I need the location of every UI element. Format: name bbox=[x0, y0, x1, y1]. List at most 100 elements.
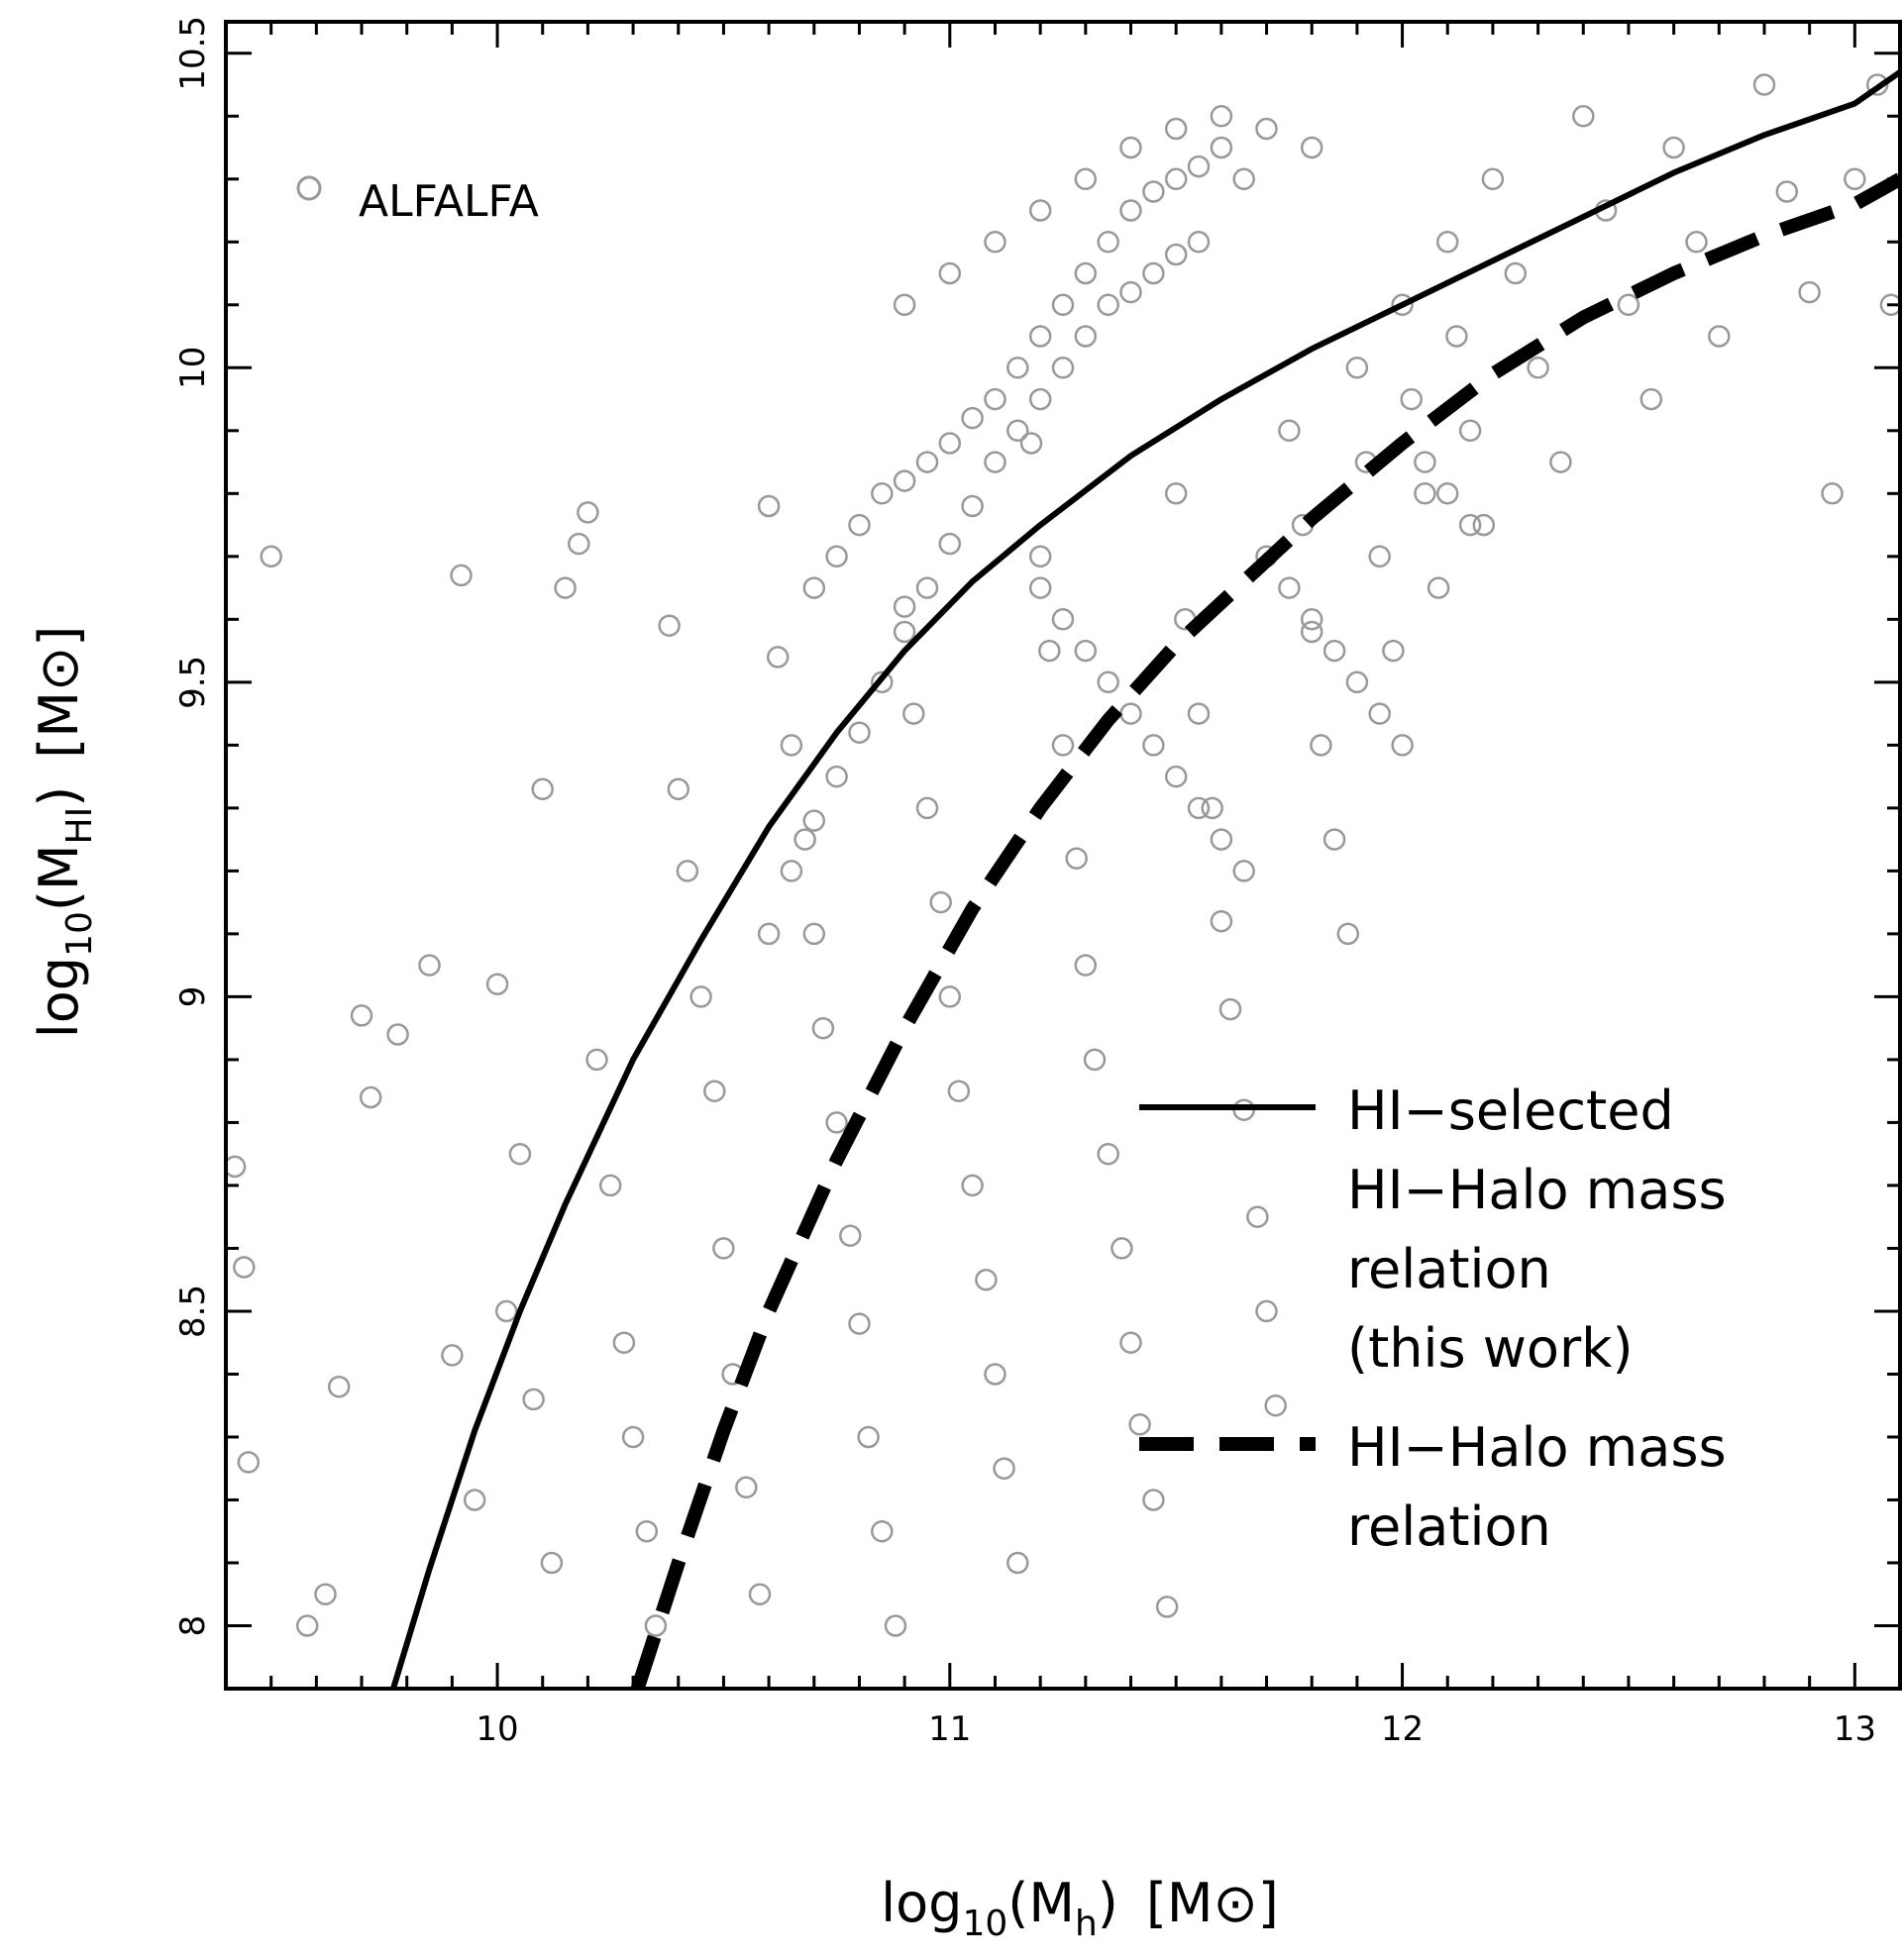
scatter-point bbox=[893, 469, 916, 492]
scatter-point bbox=[857, 1425, 880, 1449]
x-axis-title-unit: [M⊙] bbox=[1146, 1872, 1279, 1934]
scatter-point bbox=[802, 922, 826, 946]
scatter-point bbox=[1322, 639, 1346, 663]
scatter-point bbox=[1322, 828, 1346, 851]
scatter-point bbox=[938, 432, 962, 455]
scatter-point bbox=[984, 231, 1006, 254]
relation-lines bbox=[390, 69, 1900, 1689]
scatter-point bbox=[1210, 828, 1233, 851]
scatter-point bbox=[1445, 325, 1468, 348]
scatter-point bbox=[893, 293, 916, 317]
scatter-point bbox=[295, 1614, 319, 1637]
scatter-point bbox=[635, 1519, 659, 1543]
scatter-point bbox=[915, 576, 939, 599]
scatter-point bbox=[938, 532, 962, 556]
scatter-point bbox=[1119, 280, 1142, 304]
scatter-point bbox=[621, 1425, 645, 1449]
scatter-point bbox=[676, 860, 699, 882]
scatter-point bbox=[1119, 199, 1142, 222]
scatter-point bbox=[1391, 293, 1414, 317]
scatter-point bbox=[1435, 231, 1459, 254]
scatter-point bbox=[1097, 670, 1119, 694]
scatter-point bbox=[984, 387, 1006, 411]
scatter-point bbox=[1617, 293, 1640, 317]
y-axis-title-open: (M bbox=[28, 844, 90, 911]
scatter-point bbox=[577, 501, 599, 524]
scatter-point bbox=[1246, 1205, 1269, 1228]
scatter-point bbox=[1435, 482, 1459, 505]
x-axis-title-var-sub: h bbox=[1075, 1904, 1098, 1944]
scatter-point bbox=[522, 1388, 545, 1411]
scatter-point bbox=[1187, 702, 1211, 725]
scatter-point bbox=[1775, 180, 1799, 203]
scatter-point bbox=[757, 922, 781, 946]
scatter-point bbox=[961, 406, 984, 430]
scatter-point bbox=[386, 1023, 409, 1046]
scatter-point bbox=[508, 1142, 532, 1166]
scatter-point bbox=[1798, 280, 1821, 304]
y-tick-label: 8 bbox=[173, 1615, 213, 1637]
x-axis-title-base: log bbox=[881, 1872, 962, 1934]
scatter-point bbox=[233, 1256, 256, 1279]
scatter-point bbox=[1210, 105, 1233, 128]
scatter-point bbox=[1028, 199, 1052, 222]
dashed-relation-line bbox=[630, 172, 1900, 1689]
scatter-point bbox=[902, 702, 925, 725]
scatter-point bbox=[1119, 136, 1142, 159]
scatter-point bbox=[825, 1111, 848, 1134]
y-axis-title-var-sub: HI bbox=[59, 807, 100, 845]
x-tick-label: 10 bbox=[476, 1709, 518, 1749]
scatter-point bbox=[1051, 608, 1075, 631]
scatter-point bbox=[938, 261, 962, 285]
scatter-point bbox=[1074, 639, 1098, 663]
scatter-point bbox=[327, 1375, 351, 1398]
scatter-point bbox=[223, 1155, 247, 1179]
scatter-point bbox=[1164, 765, 1188, 788]
scatter-point bbox=[1128, 1413, 1151, 1436]
solid-relation-line bbox=[390, 69, 1900, 1689]
scatter-point bbox=[1164, 243, 1188, 266]
scatter-point bbox=[1142, 261, 1165, 285]
x-axis-title-sub: 10 bbox=[962, 1904, 1007, 1944]
scatter-point bbox=[1844, 167, 1866, 191]
scatter-point bbox=[1028, 576, 1052, 599]
y-axis-title: log10(MHI) [M⊙] bbox=[28, 626, 100, 1039]
scatter-point bbox=[585, 1048, 608, 1072]
scatter-point bbox=[1400, 387, 1423, 411]
y-axis-title-sub: 10 bbox=[59, 911, 100, 957]
scatter-point bbox=[1187, 231, 1211, 254]
scatter-point bbox=[735, 1476, 758, 1499]
scatter-point bbox=[1865, 73, 1889, 96]
scatter-point bbox=[1028, 387, 1052, 411]
plot-frame bbox=[224, 20, 1902, 1691]
scatter-point bbox=[1821, 482, 1844, 505]
scatter-point bbox=[1074, 954, 1098, 977]
scatter-point bbox=[780, 860, 803, 882]
scatter-point bbox=[1187, 796, 1211, 820]
scatter-point bbox=[667, 777, 690, 801]
scatter-point bbox=[984, 1363, 1006, 1386]
legend-dashed-line-1: HI−Halo mass bbox=[1347, 1416, 1727, 1479]
scatter-point bbox=[1142, 1489, 1165, 1511]
scatter-point bbox=[1662, 136, 1685, 159]
scatter-point bbox=[1300, 136, 1323, 159]
scatter-point bbox=[1504, 261, 1528, 285]
line-legend: HI−selected HI−Halo mass relation (this … bbox=[1139, 1080, 1727, 1558]
scatter-point bbox=[1038, 639, 1061, 663]
scatter-point bbox=[802, 576, 826, 599]
scatter-point bbox=[893, 620, 916, 644]
scatter-point bbox=[884, 1614, 907, 1637]
scatter-point bbox=[1300, 620, 1323, 644]
y-tick-label: 8.5 bbox=[173, 1285, 213, 1338]
scatter-point bbox=[893, 595, 916, 618]
scatter-point bbox=[1074, 167, 1098, 191]
scatter-point bbox=[1142, 734, 1165, 757]
scatter-point bbox=[1210, 909, 1233, 933]
scatter-point bbox=[1310, 734, 1332, 757]
scatter-point bbox=[1472, 513, 1496, 537]
x-tick-label: 11 bbox=[928, 1709, 971, 1749]
scatter-point bbox=[1006, 419, 1029, 443]
scatter-point bbox=[915, 796, 939, 820]
scatter-point bbox=[418, 954, 441, 977]
scatter-point bbox=[1028, 325, 1052, 348]
